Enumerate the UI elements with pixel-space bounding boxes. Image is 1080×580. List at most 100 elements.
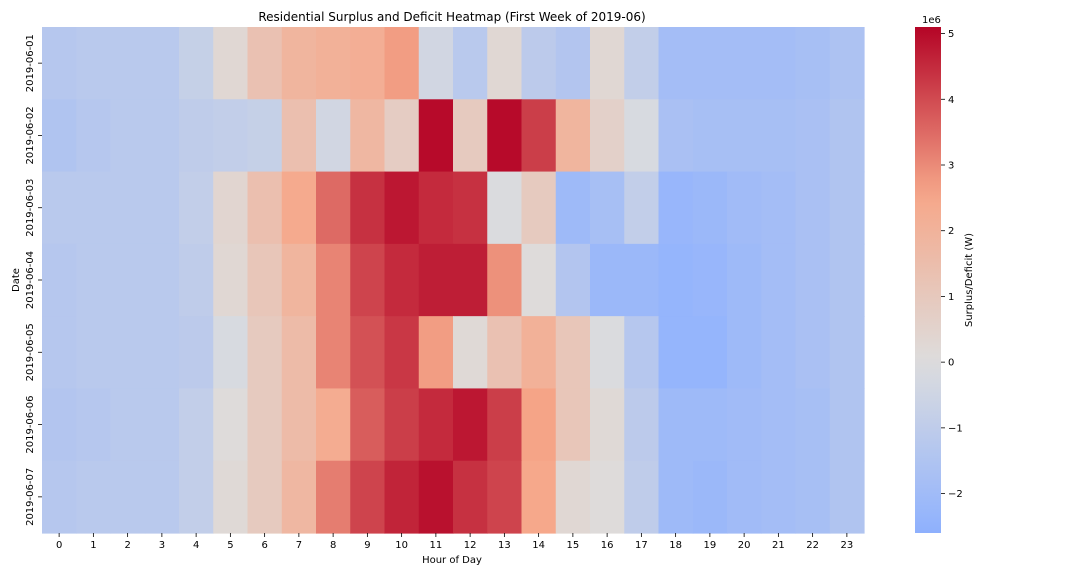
- heatmap-cell: [350, 243, 386, 317]
- heatmap-cell: [453, 27, 488, 100]
- heatmap-cell: [692, 99, 728, 173]
- x-tick-label: 7: [296, 540, 302, 551]
- heatmap-cell: [213, 316, 249, 390]
- heatmap-cell: [761, 316, 797, 390]
- heatmap-cell: [76, 99, 112, 173]
- heatmap-cell: [247, 171, 283, 245]
- x-tick-label: 18: [669, 540, 682, 551]
- x-axis-ticks: 0 1 2 3 4 5 6 7 8 9 10 11 12 13 14 15 16 17 18 19 20 21 22 23: [56, 533, 853, 551]
- heatmap-cell: [555, 171, 591, 245]
- heatmap-cell: [179, 316, 214, 390]
- heatmap-cell: [281, 99, 317, 173]
- heatmap-cell: [76, 388, 112, 462]
- heatmap-cell: [692, 388, 728, 462]
- heatmap-cell: [213, 99, 249, 173]
- heatmap-cell: [829, 27, 865, 100]
- heatmap-cell: [761, 243, 797, 317]
- heatmap-cell: [624, 388, 660, 462]
- heatmap-cell: [555, 460, 591, 534]
- heatmap-cell: [213, 171, 249, 245]
- heatmap-cell: [487, 388, 523, 462]
- heatmap-cell: [727, 171, 762, 245]
- heatmap-cell: [110, 460, 146, 534]
- heatmap-cell: [144, 171, 180, 245]
- heatmap-cell: [658, 27, 694, 100]
- colorbar: [915, 27, 941, 533]
- x-tick-label: 14: [532, 540, 545, 551]
- heatmap-cell: [761, 99, 797, 173]
- heatmap-cell: [418, 460, 454, 534]
- heatmap-cell: [521, 27, 557, 100]
- heatmap-cell: [795, 27, 831, 100]
- heatmap-cell: [42, 243, 77, 317]
- heatmap-cell: [692, 27, 728, 100]
- x-tick-label: 22: [806, 540, 819, 551]
- heatmap-cell: [316, 27, 351, 100]
- heatmap-cell: [727, 27, 762, 100]
- heatmap-cell: [316, 388, 351, 462]
- heatmap-cell: [521, 460, 557, 534]
- heatmap-cell: [384, 99, 420, 173]
- heatmap-cell: [247, 243, 283, 317]
- heatmap-cell: [247, 27, 283, 100]
- heatmap-cell: [590, 243, 625, 317]
- heatmap-cell: [453, 99, 488, 173]
- heatmap-cell: [418, 316, 454, 390]
- heatmap-cell: [521, 316, 557, 390]
- heatmap-cell: [487, 99, 523, 173]
- x-tick-label: 21: [772, 540, 785, 551]
- heatmap-cell: [829, 388, 865, 462]
- heatmap-cell: [521, 243, 557, 317]
- heatmap-cell: [829, 171, 865, 245]
- colorbar-tick-label: 3: [948, 161, 954, 172]
- heatmap-cell: [42, 316, 77, 390]
- colorbar-tick-label: 1: [948, 292, 954, 303]
- heatmap-cell: [179, 171, 214, 245]
- heatmap-cell: [453, 460, 488, 534]
- heatmap-cell: [761, 27, 797, 100]
- heatmap-cell: [658, 460, 694, 534]
- heatmap-cell: [281, 460, 317, 534]
- heatmap-cell: [795, 316, 831, 390]
- heatmap-cell: [624, 316, 660, 390]
- x-tick-label: 15: [567, 540, 580, 551]
- heatmap-cell: [829, 460, 865, 534]
- x-tick-label: 19: [704, 540, 717, 551]
- heatmap-cell: [281, 316, 317, 390]
- heatmap-cell: [42, 27, 77, 100]
- heatmap-cell: [521, 171, 557, 245]
- x-tick-label: 4: [193, 540, 199, 551]
- heatmap-cell: [179, 243, 214, 317]
- heatmap-cell: [42, 460, 77, 534]
- x-tick-label: 8: [330, 540, 336, 551]
- heatmap-cell: [316, 243, 351, 317]
- heatmap-cell: [384, 243, 420, 317]
- colorbar-tick-label: 4: [948, 95, 954, 106]
- colorbar-tick-label: 2: [948, 226, 954, 237]
- heatmap-cell: [179, 99, 214, 173]
- x-tick-label: 17: [635, 540, 648, 551]
- heatmap-cell: [487, 171, 523, 245]
- x-tick-label: 5: [227, 540, 233, 551]
- heatmap-cell: [658, 388, 694, 462]
- heatmap-cell: [384, 27, 420, 100]
- y-tick-label: 2019-06-05: [25, 323, 36, 381]
- heatmap-cell: [692, 171, 728, 245]
- heatmap-cell: [213, 243, 249, 317]
- heatmap-cell: [692, 316, 728, 390]
- heatmap-cell: [453, 171, 488, 245]
- y-axis-label: Date: [11, 268, 22, 292]
- heatmap-cell: [555, 316, 591, 390]
- heatmap-cell: [281, 243, 317, 317]
- heatmap-cell: [42, 171, 77, 245]
- heatmap-cell: [350, 316, 386, 390]
- heatmap-cell: [76, 316, 112, 390]
- x-tick-label: 10: [395, 540, 408, 551]
- heatmap-cell: [761, 388, 797, 462]
- heatmap-cell: [590, 460, 625, 534]
- heatmap-cell: [110, 99, 146, 173]
- colorbar-tick-label: −2: [948, 489, 963, 500]
- heatmap-cell: [384, 316, 420, 390]
- colorbar-ticks: −2 −1 0 1 2 3 4 5: [941, 29, 963, 500]
